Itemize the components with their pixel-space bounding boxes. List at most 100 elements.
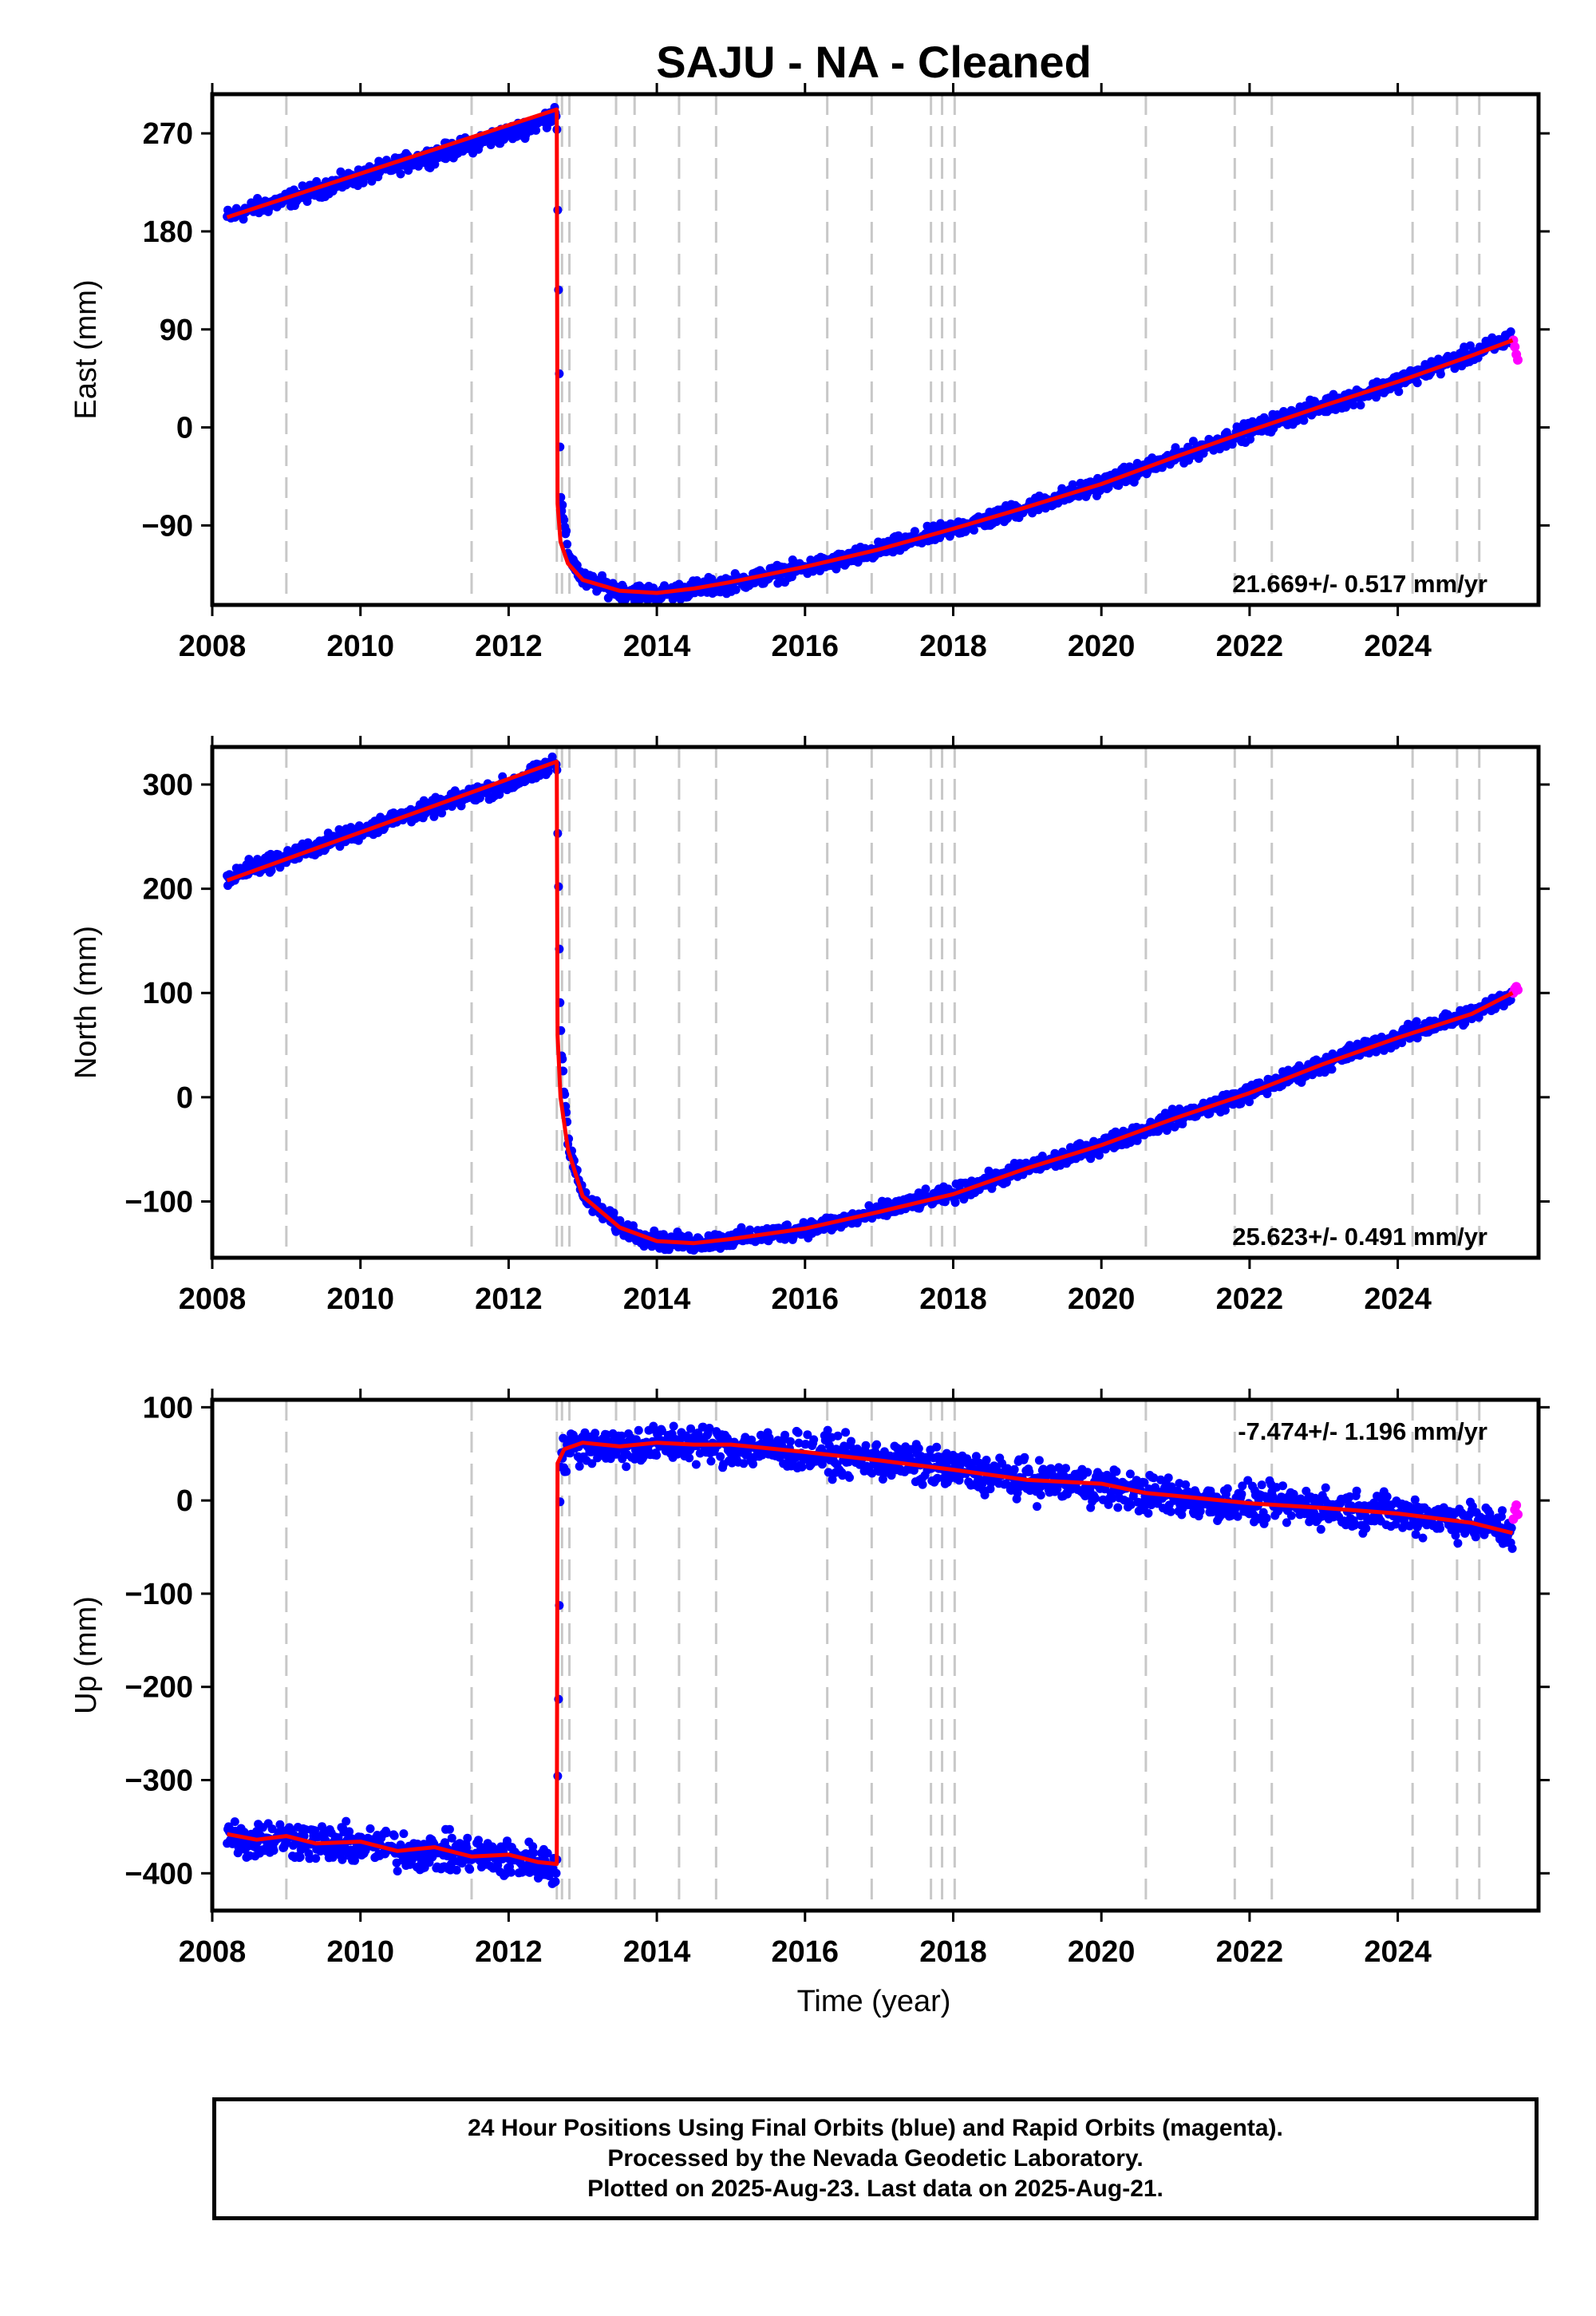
east-final-point-960 (970, 525, 978, 535)
up-final-point-60 (269, 1846, 279, 1856)
north-final-point-1283 (1220, 1105, 1230, 1115)
north-final-point-413 (543, 767, 553, 777)
east-final-point-654 (731, 585, 741, 595)
north-frame (210, 745, 1541, 1260)
up-final-point-664 (739, 1459, 749, 1468)
up-final-point-1412 (1321, 1483, 1330, 1492)
up-final-point-1344 (1268, 1492, 1278, 1501)
north-ytick-label-1: 0 (176, 1081, 193, 1115)
east-final-point-267 (430, 160, 440, 169)
east-final-point-397 (531, 125, 541, 135)
up-final-point-1210 (1163, 1473, 1173, 1483)
north-final-point-276 (437, 808, 447, 818)
north-ytick-label-0: −100 (124, 1185, 193, 1219)
up-final-point-1138 (1108, 1493, 1117, 1503)
up-final-point-974 (980, 1490, 990, 1500)
up-final-point-1362 (1282, 1518, 1291, 1528)
east-final-point-490 (603, 593, 613, 603)
up-final-point-1286 (1223, 1484, 1232, 1493)
up-final-point-912 (932, 1442, 942, 1452)
up-final-point-394 (529, 1848, 539, 1858)
up-final-point-734 (793, 1428, 803, 1437)
up-final-point-289 (447, 1833, 456, 1843)
up-final-point-286 (444, 1824, 454, 1834)
up-final-point-976 (982, 1456, 991, 1464)
east-xtick-label-1: 2010 (326, 630, 394, 663)
up-final-point-800 (845, 1472, 854, 1482)
north-final-point-434 (560, 1089, 570, 1099)
up-final-point-883 (909, 1465, 918, 1475)
north-xtick-label-6: 2020 (1068, 1282, 1136, 1316)
up-final-point-1116 (1091, 1493, 1100, 1503)
up-final-point-835 (872, 1440, 882, 1449)
up-final-point-1330 (1257, 1480, 1266, 1490)
up-final-point-148 (338, 1855, 347, 1864)
east-final-point-884 (910, 527, 919, 536)
east-step-lines (285, 94, 1481, 605)
up-final-point-596 (686, 1424, 696, 1433)
up-final-point-1031 (1025, 1467, 1034, 1476)
up-final-point-785 (833, 1431, 843, 1441)
north-ytick-label-3: 200 (143, 873, 193, 907)
north-step-lines (285, 747, 1481, 1258)
north-final-point-1314 (1245, 1097, 1254, 1107)
east-frame (210, 92, 1541, 607)
up-final-point-469 (587, 1459, 597, 1468)
north-data (223, 752, 1523, 1255)
up-final-point-574 (669, 1421, 678, 1431)
east-ytick-label-1: 0 (176, 412, 193, 445)
up-final-point-594 (685, 1453, 694, 1463)
up-final-point-94 (295, 1852, 305, 1862)
up-final-point-215 (389, 1831, 399, 1840)
east-final-point-1384 (1299, 416, 1309, 425)
up-final-point-802 (847, 1437, 855, 1446)
north-final-point-672 (745, 1225, 755, 1235)
north-final-point-898 (921, 1184, 930, 1194)
up-panel: 2008 2010 2012 2014 2016 2018 2020 2022 2024−400… (69, 1389, 1550, 1969)
up-final-point-365 (506, 1867, 516, 1877)
up-final-point-219 (393, 1867, 402, 1875)
up-final-point-754 (809, 1435, 819, 1445)
east-model-line (226, 107, 1514, 595)
up-final-point-1214 (1167, 1482, 1176, 1492)
east-xtick-label-3: 2014 (623, 630, 691, 663)
up-final-point-958 (968, 1458, 977, 1468)
north-final-point-1420 (1327, 1065, 1337, 1074)
up-final-point-622 (706, 1456, 716, 1466)
north-rapid-point-3 (1513, 985, 1523, 995)
east-xtick-label-7: 2022 (1216, 630, 1284, 663)
east-final-point-1650 (1506, 327, 1515, 337)
east-ytick-label-0: −90 (142, 509, 193, 543)
up-final-point-453 (575, 1461, 584, 1471)
up-final-point-821 (861, 1441, 871, 1450)
up-final-point-676 (749, 1460, 758, 1468)
up-final-point-778 (828, 1475, 837, 1484)
east-final-point-431 (558, 500, 567, 510)
up-final-point-548 (649, 1421, 658, 1431)
north-xtick-label-5: 2018 (919, 1282, 987, 1316)
east-panel: 2008 2010 2012 2014 2016 2018 2020 2022 2024−900… (69, 83, 1550, 663)
up-final-point-295 (452, 1865, 461, 1875)
up-final-point-323 (474, 1836, 483, 1845)
east-final-point-21 (239, 215, 248, 224)
up-final-point-1161 (1125, 1469, 1135, 1479)
up-final-point-153 (342, 1816, 351, 1826)
north-final-point-549 (650, 1226, 659, 1235)
up-final-point-309 (463, 1833, 472, 1843)
north-panel: 2008 2010 2012 2014 2016 2018 2020 2022 2024−100… (69, 736, 1550, 1316)
x-axis-label: Time (year) (797, 1985, 951, 2018)
north-y-axis-label: North (mm) (69, 926, 103, 1079)
up-final-point-1305 (1238, 1481, 1247, 1491)
north-final-point-1337 (1262, 1089, 1272, 1099)
up-final-point-1232 (1181, 1480, 1191, 1489)
east-final-point-1598 (1466, 341, 1475, 350)
up-final-point-894 (918, 1480, 927, 1489)
up-final-point-1044 (1034, 1456, 1044, 1465)
east-xtick-label-2: 2012 (475, 630, 543, 663)
east-ytick-label-2: 90 (160, 314, 193, 347)
up-final-point-1336 (1262, 1513, 1271, 1523)
north-final-point-1518 (1404, 1019, 1412, 1029)
east-y-axis-label: East (mm) (69, 279, 103, 419)
north-rate-annotation: 25.623+/- 0.491 mm/yr (1232, 1223, 1487, 1251)
up-final-point-1491 (1382, 1492, 1392, 1501)
